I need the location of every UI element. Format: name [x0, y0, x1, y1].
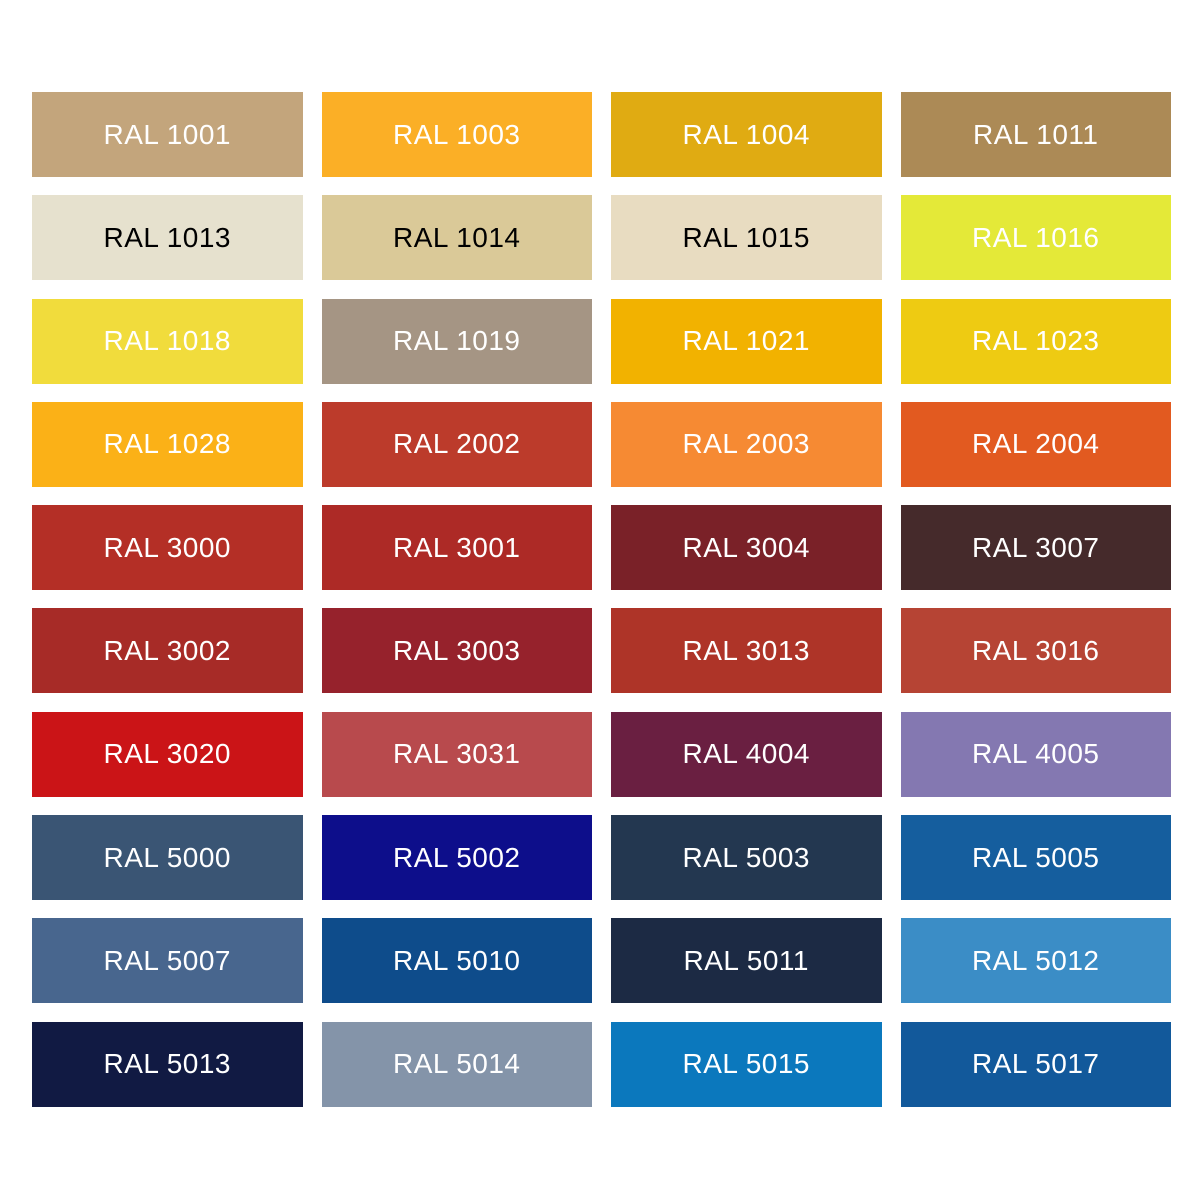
color-swatch-ral-3007: RAL 3007 — [900, 505, 1171, 591]
color-swatch-ral-3001: RAL 3001 — [321, 505, 592, 591]
color-swatch-ral-1004: RAL 1004 — [611, 92, 882, 177]
swatch-label: RAL 1028 — [103, 428, 231, 460]
color-swatch-ral-2002: RAL 2002 — [321, 401, 592, 487]
color-swatch-ral-4005: RAL 4005 — [900, 711, 1171, 797]
swatch-label: RAL 3001 — [393, 531, 521, 563]
swatch-label: RAL 5015 — [682, 1048, 810, 1080]
color-swatch-ral-5011: RAL 5011 — [611, 918, 882, 1004]
swatch-label: RAL 3016 — [972, 634, 1100, 666]
color-swatch-ral-1014: RAL 1014 — [321, 195, 592, 281]
color-swatch-ral-5000: RAL 5000 — [32, 815, 303, 901]
swatch-label: RAL 1019 — [393, 325, 521, 357]
swatch-label: RAL 5011 — [683, 944, 809, 976]
swatch-label: RAL 5017 — [972, 1048, 1100, 1080]
color-swatch-ral-5002: RAL 5002 — [321, 815, 592, 901]
color-swatch-ral-2003: RAL 2003 — [611, 401, 882, 487]
swatch-label: RAL 3004 — [682, 531, 810, 563]
swatch-label: RAL 1018 — [103, 325, 231, 357]
swatch-label: RAL 1016 — [972, 221, 1100, 253]
swatch-label: RAL 4004 — [682, 738, 810, 770]
color-swatch-ral-3013: RAL 3013 — [611, 608, 882, 694]
swatch-label: RAL 5012 — [972, 944, 1100, 976]
swatch-label: RAL 1003 — [393, 118, 521, 150]
swatch-label: RAL 1023 — [972, 325, 1100, 357]
color-swatch-ral-3031: RAL 3031 — [321, 711, 592, 797]
swatch-label: RAL 5000 — [103, 841, 231, 873]
color-swatch-ral-1001: RAL 1001 — [32, 92, 303, 177]
swatch-label: RAL 4005 — [972, 738, 1100, 770]
swatch-label: RAL 1001 — [103, 118, 231, 150]
swatch-label: RAL 5007 — [103, 944, 231, 976]
swatch-label: RAL 3031 — [393, 738, 521, 770]
swatch-label: RAL 2004 — [972, 428, 1100, 460]
color-swatch-ral-5013: RAL 5013 — [32, 1021, 303, 1107]
swatch-label: RAL 1021 — [682, 325, 810, 357]
color-swatch-ral-3003: RAL 3003 — [321, 608, 592, 694]
color-swatch-ral-1018: RAL 1018 — [32, 298, 303, 384]
color-swatch-ral-1011: RAL 1011 — [900, 92, 1171, 177]
swatch-label: RAL 1015 — [682, 221, 810, 253]
color-swatch-ral-5012: RAL 5012 — [900, 918, 1171, 1004]
swatch-label: RAL 3013 — [682, 634, 810, 666]
color-swatch-ral-2004: RAL 2004 — [900, 401, 1171, 487]
swatch-label: RAL 5003 — [682, 841, 810, 873]
swatch-label: RAL 3020 — [103, 738, 231, 770]
swatch-label: RAL 5014 — [393, 1048, 521, 1080]
color-swatch-ral-1003: RAL 1003 — [321, 92, 592, 177]
color-swatch-ral-1016: RAL 1016 — [900, 195, 1171, 281]
swatch-label: RAL 1011 — [973, 118, 1099, 150]
color-swatch-ral-5015: RAL 5015 — [611, 1021, 882, 1107]
swatch-label: RAL 1014 — [393, 221, 521, 253]
color-swatch-ral-5007: RAL 5007 — [32, 918, 303, 1004]
swatch-label: RAL 3007 — [972, 531, 1100, 563]
color-swatch-ral-3002: RAL 3002 — [32, 608, 303, 694]
color-swatch-ral-5010: RAL 5010 — [321, 918, 592, 1004]
swatch-label: RAL 1004 — [682, 118, 810, 150]
swatch-label: RAL 5005 — [972, 841, 1100, 873]
color-swatch-ral-5005: RAL 5005 — [900, 815, 1171, 901]
color-swatch-ral-1013: RAL 1013 — [32, 195, 303, 281]
color-swatch-ral-1028: RAL 1028 — [32, 401, 303, 487]
color-swatch-ral-3000: RAL 3000 — [32, 505, 303, 591]
swatch-label: RAL 5010 — [393, 944, 521, 976]
color-swatch-ral-1019: RAL 1019 — [321, 298, 592, 384]
swatch-label: RAL 5002 — [393, 841, 521, 873]
swatch-label: RAL 2002 — [393, 428, 521, 460]
swatch-label: RAL 5013 — [103, 1048, 231, 1080]
color-swatch-ral-4004: RAL 4004 — [611, 711, 882, 797]
color-swatch-ral-3004: RAL 3004 — [611, 505, 882, 591]
color-swatch-ral-1015: RAL 1015 — [611, 195, 882, 281]
swatch-label: RAL 3003 — [393, 634, 521, 666]
color-swatch-ral-3020: RAL 3020 — [32, 711, 303, 797]
color-swatch-ral-3016: RAL 3016 — [900, 608, 1171, 694]
ral-color-grid: RAL 1001 RAL 1003 RAL 1004 RAL 1011 RAL … — [32, 92, 1171, 1107]
color-swatch-ral-5014: RAL 5014 — [321, 1021, 592, 1107]
swatch-label: RAL 1013 — [103, 221, 231, 253]
color-swatch-ral-1021: RAL 1021 — [611, 298, 882, 384]
swatch-label: RAL 3002 — [103, 634, 231, 666]
color-swatch-ral-5017: RAL 5017 — [900, 1021, 1171, 1107]
swatch-label: RAL 3000 — [103, 531, 231, 563]
color-swatch-ral-1023: RAL 1023 — [900, 298, 1171, 384]
swatch-label: RAL 2003 — [682, 428, 810, 460]
color-swatch-ral-5003: RAL 5003 — [611, 815, 882, 901]
